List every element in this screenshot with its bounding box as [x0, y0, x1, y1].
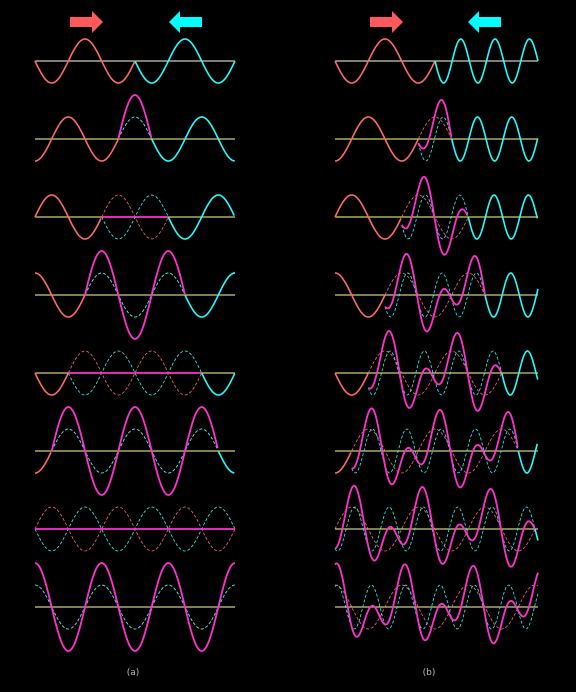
cyan-wave [517, 443, 539, 474]
sum-wave [334, 562, 539, 645]
sum-wave [334, 484, 536, 568]
red-wave [34, 272, 86, 318]
cyan-wave [150, 116, 235, 162]
red-wave [34, 116, 119, 162]
sum-wave [384, 253, 486, 333]
cyan-wave-dashed [34, 584, 236, 630]
cyan-wave-dashed [384, 272, 486, 318]
cyan-wave-dashed [334, 584, 539, 630]
red-wave [334, 272, 386, 318]
red-wave-dashed [334, 584, 539, 630]
caption: (a) [127, 668, 140, 678]
cyan-wave-dashed [117, 116, 152, 140]
cyan-wave-dashed [51, 428, 219, 474]
left-arrow [468, 11, 501, 33]
cyan-wave [500, 350, 539, 396]
red-wave [34, 38, 136, 84]
sum-wave [417, 98, 453, 150]
red-wave [34, 194, 102, 240]
red-wave [334, 116, 419, 162]
red-wave [34, 372, 69, 396]
left-arrow [169, 11, 202, 33]
red-wave [334, 372, 369, 396]
sum-wave [117, 94, 153, 140]
red-wave [334, 452, 352, 474]
waves [34, 38, 539, 652]
red-wave [34, 452, 52, 474]
cyan-wave [134, 38, 236, 84]
sum-wave [34, 562, 236, 652]
sum-wave [367, 330, 503, 412]
cyan-wave [534, 528, 539, 541]
cyan-wave-dashed [84, 272, 186, 318]
red-wave [334, 194, 402, 240]
cyan-wave [184, 272, 236, 318]
red-wave [334, 38, 436, 84]
cyan-wave [434, 38, 539, 84]
cyan-wave [450, 116, 539, 162]
red-wave-dashed [351, 428, 519, 474]
sum-wave [351, 407, 519, 489]
cyan-wave-dashed [417, 116, 452, 162]
sum-wave [50, 406, 219, 496]
red-wave-dashed [417, 116, 452, 140]
sum-wave [84, 250, 186, 340]
caption: (b) [423, 668, 436, 678]
cyan-wave [217, 450, 235, 474]
sum-wave [400, 175, 469, 256]
cyan-wave [484, 272, 539, 318]
right-arrow [370, 11, 403, 33]
cyan-wave [467, 194, 539, 240]
right-arrow [70, 11, 103, 33]
cyan-wave [167, 194, 236, 240]
cyan-wave [200, 372, 236, 396]
cyan-wave-dashed [351, 428, 519, 474]
